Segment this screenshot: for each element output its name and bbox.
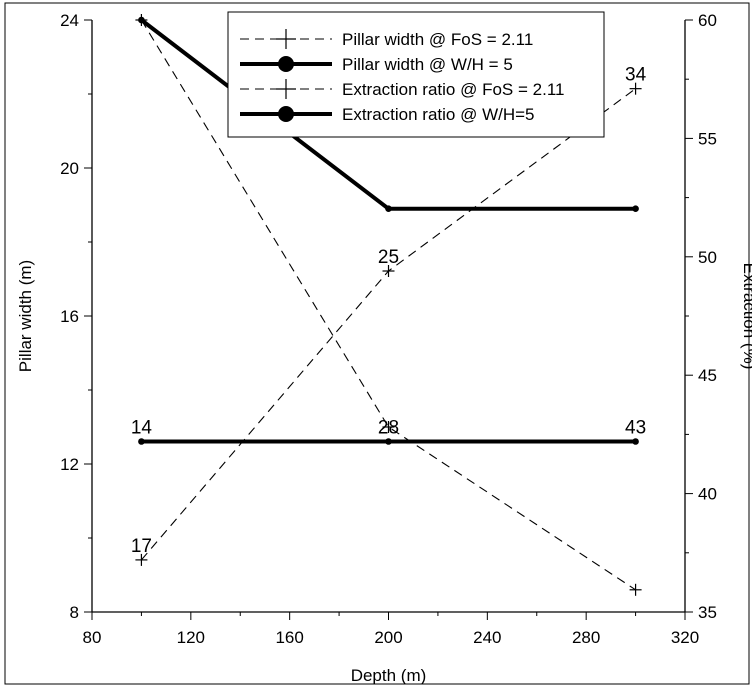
legend-label-2: Extraction ratio @ FoS = 2.11 — [342, 80, 564, 99]
y-tick-label: 8 — [70, 603, 79, 622]
x-tick-label: 80 — [83, 628, 102, 647]
legend-label-0: Pillar width @ FoS = 2.11 — [342, 30, 533, 49]
x-tick-label: 160 — [275, 628, 303, 647]
series-point-1 — [138, 16, 145, 24]
series-point-0 — [629, 583, 642, 596]
x-tick-label: 320 — [671, 628, 699, 647]
y2-tick-label: 55 — [698, 129, 717, 148]
y2-tick-label: 40 — [698, 485, 717, 504]
series-point-2 — [135, 553, 148, 566]
series-line-2 — [140, 88, 636, 561]
axes: 80 120 160 200 240 280 320 8 12 16 20 24 35 40 45 50 55 6… — [60, 11, 717, 647]
series-point-1 — [632, 205, 639, 212]
series-point-2 — [629, 82, 642, 95]
x-tick-label: 200 — [374, 628, 402, 647]
legend-marker-3 — [278, 106, 294, 122]
legend-label-3: Extraction ratio @ W/H=5 — [342, 105, 535, 124]
series-point-3 — [138, 438, 145, 445]
series-point-3 — [632, 438, 639, 445]
series-point-0 — [382, 421, 395, 433]
y-tick-label: 16 — [60, 307, 79, 326]
data-label: 28 — [378, 418, 399, 439]
data-label: 43 — [625, 418, 646, 439]
y-tick-label: 20 — [60, 159, 79, 178]
series-point-2 — [382, 265, 395, 278]
series-point-1 — [385, 205, 392, 212]
y2-tick-label: 50 — [698, 248, 717, 267]
y-tick-label: 24 — [60, 11, 79, 30]
x-tick-label: 120 — [177, 628, 205, 647]
x-tick-label: 240 — [473, 628, 501, 647]
y2-tick-label: 45 — [698, 366, 717, 385]
data-label: 14 — [131, 418, 153, 439]
legend-marker-0 — [276, 29, 296, 49]
series-line-0 — [140, 19, 636, 591]
x-tick-label: 280 — [572, 628, 600, 647]
data-label: 25 — [378, 247, 399, 268]
y2-tick-label: 60 — [698, 11, 717, 30]
y-axis-title: Pillar width (m) — [16, 260, 35, 372]
y2-axis-title: Extraction (%) — [740, 263, 752, 370]
x-axis-title: Depth (m) — [351, 666, 427, 685]
legend-marker-2 — [276, 79, 296, 99]
data-labels: 34 25 17 14 28 43 — [131, 65, 647, 557]
legend-label-1: Pillar width @ W/H = 5 — [342, 55, 513, 74]
data-label: 17 — [131, 536, 152, 557]
legend-marker-1 — [278, 56, 294, 72]
figure-border — [4, 2, 750, 685]
y-tick-label: 12 — [60, 455, 79, 474]
series-point-3 — [385, 438, 392, 445]
data-label: 34 — [625, 65, 647, 86]
series-markers — [135, 14, 642, 596]
legend: Pillar width @ FoS = 2.11 Pillar width @ … — [227, 11, 605, 138]
y2-tick-label: 35 — [698, 603, 717, 622]
